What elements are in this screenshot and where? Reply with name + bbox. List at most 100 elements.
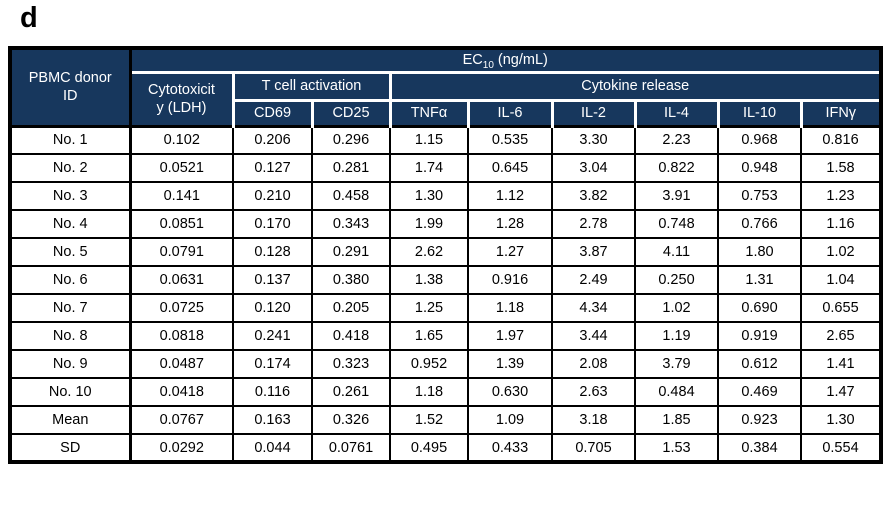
- value-cell: 1.38: [389, 265, 469, 295]
- value-cell: 3.79: [634, 349, 719, 379]
- value-cell: 0.102: [129, 124, 234, 155]
- value-cell: 0.0791: [129, 237, 234, 267]
- value-cell: 0.458: [311, 181, 391, 211]
- value-cell: 0.554: [800, 433, 882, 463]
- value-cell: 1.16: [800, 209, 882, 239]
- value-cell: 1.52: [389, 405, 469, 435]
- donor-id-cell: No. 6: [9, 265, 132, 295]
- donor-id-cell: No. 10: [9, 377, 132, 407]
- value-cell: 0.952: [389, 349, 469, 379]
- value-cell: 0.469: [717, 377, 802, 407]
- value-cell: 0.205: [311, 293, 391, 323]
- value-cell: 0.0418: [129, 377, 234, 407]
- value-cell: 1.97: [467, 321, 553, 351]
- column-header-ifng: IFNγ: [799, 98, 883, 127]
- donor-id-cell: No. 1: [9, 124, 132, 155]
- column-header-il6: IL-6: [466, 98, 554, 127]
- value-cell: 0.0487: [129, 349, 234, 379]
- table-header: PBMC donor ID EC10 (ng/mL) Cytotoxicit y…: [8, 46, 883, 127]
- panel-label: d: [20, 2, 38, 34]
- corner-header-line2: ID: [63, 88, 78, 105]
- value-cell: 0.612: [717, 349, 802, 379]
- value-cell: 0.044: [232, 433, 313, 463]
- value-cell: 0.174: [232, 349, 313, 379]
- donor-id-cell: No. 5: [9, 237, 132, 267]
- table-row: SD 0.0292 0.044 0.0761 0.495 0.433 0.705 1.53 0.…: [9, 433, 882, 463]
- value-cell: 1.12: [467, 181, 553, 211]
- value-cell: 0.141: [129, 181, 234, 211]
- donor-id-cell: No. 4: [9, 209, 132, 239]
- value-cell: 2.78: [551, 209, 636, 239]
- header-row-columns: CD69 CD25 TNFα IL-6 IL-2 IL-4 IL-10 IFNγ: [10, 98, 883, 127]
- value-cell: 0.948: [717, 153, 802, 183]
- column-header-tnfa: TNFα: [388, 98, 470, 127]
- donor-id-cell: No. 7: [9, 293, 132, 323]
- value-cell: 1.28: [467, 209, 553, 239]
- table-row: No. 6 0.0631 0.137 0.380 1.38 0.916 2.49 0.250 1…: [9, 265, 882, 295]
- value-cell: 0.343: [311, 209, 391, 239]
- value-cell: 1.02: [800, 237, 882, 267]
- ec10-prefix: EC: [462, 52, 483, 69]
- value-cell: 0.137: [232, 265, 313, 295]
- table-row: No. 9 0.0487 0.174 0.323 0.952 1.39 2.08 3.79 0.…: [9, 349, 882, 379]
- value-cell: 0.645: [467, 153, 553, 183]
- value-cell: 1.30: [800, 405, 882, 435]
- value-cell: 0.753: [717, 181, 802, 211]
- donor-id-cell: SD: [9, 433, 132, 463]
- ec10-subscript: 10: [482, 60, 494, 72]
- value-cell: 1.27: [467, 237, 553, 267]
- corner-header-pbmc-donor-id: PBMC donor ID: [8, 46, 132, 127]
- cytotoxicity-line2: y (LDH): [156, 100, 207, 116]
- value-cell: 0.323: [311, 349, 391, 379]
- donor-id-cell: No. 3: [9, 181, 132, 211]
- value-cell: 0.250: [634, 265, 719, 295]
- value-cell: 0.630: [467, 377, 553, 407]
- value-cell: 1.04: [800, 265, 882, 295]
- value-cell: 0.0761: [311, 433, 391, 463]
- table-row: Mean 0.0767 0.163 0.326 1.52 1.09 3.18 1.85 0.92…: [9, 405, 882, 435]
- value-cell: 1.25: [389, 293, 469, 323]
- value-cell: 2.49: [551, 265, 636, 295]
- value-cell: 0.296: [311, 124, 391, 155]
- value-cell: 1.41: [800, 349, 882, 379]
- value-cell: 0.380: [311, 265, 391, 295]
- value-cell: 0.655: [800, 293, 882, 323]
- value-cell: 1.30: [389, 181, 469, 211]
- value-cell: 0.128: [232, 237, 313, 267]
- value-cell: 1.85: [634, 405, 719, 435]
- value-cell: 0.241: [232, 321, 313, 351]
- value-cell: 1.65: [389, 321, 469, 351]
- value-cell: 0.210: [232, 181, 313, 211]
- value-cell: 0.281: [311, 153, 391, 183]
- value-cell: 3.87: [551, 237, 636, 267]
- value-cell: 1.99: [389, 209, 469, 239]
- column-header-il4: IL-4: [633, 98, 720, 127]
- value-cell: 0.0292: [129, 433, 234, 463]
- value-cell: 0.0851: [129, 209, 234, 239]
- column-header-cd69: CD69: [231, 98, 314, 127]
- value-cell: 4.34: [551, 293, 636, 323]
- value-cell: 0.923: [717, 405, 802, 435]
- donor-id-cell: No. 8: [9, 321, 132, 351]
- group-header-cytokine-release: Cytokine release: [388, 70, 883, 101]
- value-cell: 0.535: [467, 124, 553, 155]
- table-row: No. 8 0.0818 0.241 0.418 1.65 1.97 3.44 1.19 0.9…: [9, 321, 882, 351]
- value-cell: 0.127: [232, 153, 313, 183]
- value-cell: 0.120: [232, 293, 313, 323]
- table-row: No. 1 0.102 0.206 0.296 1.15 0.535 3.30 2.23 0.9…: [9, 124, 882, 155]
- value-cell: 0.916: [467, 265, 553, 295]
- value-cell: 1.58: [800, 153, 882, 183]
- ec10-units-header: EC10 (ng/mL): [128, 46, 883, 73]
- value-cell: 1.47: [800, 377, 882, 407]
- value-cell: 1.31: [717, 265, 802, 295]
- value-cell: 3.30: [551, 124, 636, 155]
- value-cell: 1.74: [389, 153, 469, 183]
- table-row: No. 4 0.0851 0.170 0.343 1.99 1.28 2.78 0.748 0.…: [9, 209, 882, 239]
- header-row-groups: Cytotoxicit y (LDH) T cell activation Cy…: [10, 70, 883, 127]
- value-cell: 3.18: [551, 405, 636, 435]
- corner-header-line1: PBMC donor: [28, 70, 112, 87]
- table-row: No. 3 0.141 0.210 0.458 1.30 1.12 3.82 3.91 0.75…: [9, 181, 882, 211]
- ec10-data-table: PBMC donor ID EC10 (ng/mL) Cytotoxicit y…: [8, 46, 883, 464]
- value-cell: 4.11: [634, 237, 719, 267]
